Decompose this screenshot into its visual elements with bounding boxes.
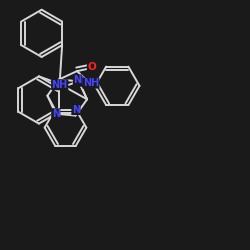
Text: NH: NH	[52, 80, 68, 90]
Text: N: N	[52, 109, 60, 119]
Text: N: N	[73, 75, 82, 85]
Text: N: N	[72, 104, 80, 115]
Text: N: N	[75, 76, 83, 86]
Text: NH: NH	[83, 78, 99, 88]
Text: O: O	[87, 62, 96, 72]
